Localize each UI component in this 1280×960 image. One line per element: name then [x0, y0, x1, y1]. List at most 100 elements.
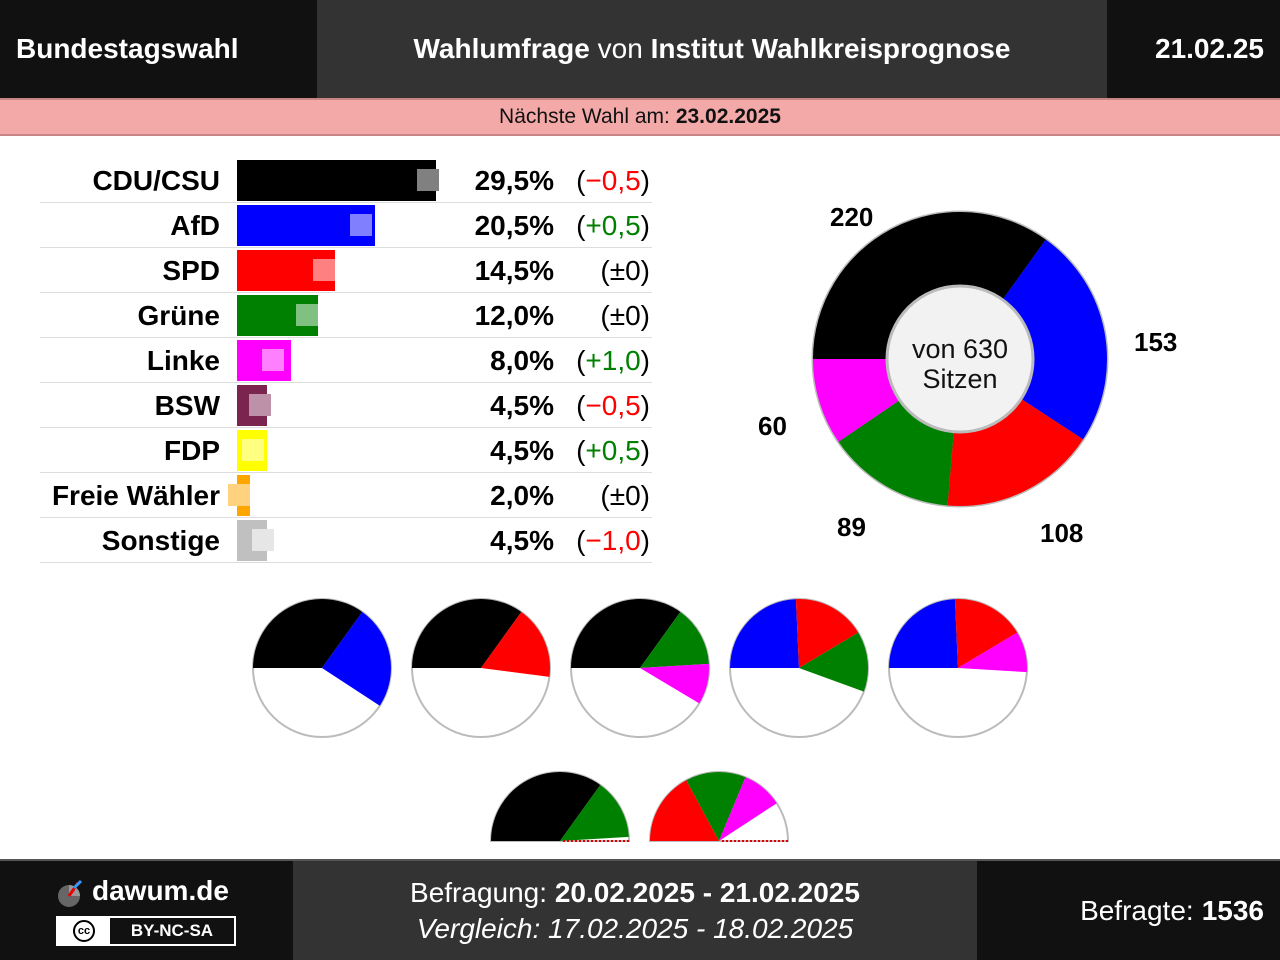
- party-name: Freie Wähler: [51, 480, 220, 511]
- bar-row: Grüne 12,0% (±0): [40, 293, 652, 338]
- coalition-segment: [650, 780, 719, 841]
- survey-period: Befragung: 20.02.2025 - 21.02.2025: [293, 877, 977, 909]
- title-institute: Institut Wahlkreisprognose: [650, 33, 1011, 64]
- title-von: von: [589, 33, 651, 64]
- change-label: (+1,0): [576, 345, 650, 376]
- change-label: (±0): [600, 480, 650, 511]
- coalition-segment: [491, 771, 601, 841]
- bar-row: FDP 4,5% (+0,5): [40, 428, 652, 473]
- coalition-chart: [411, 598, 551, 738]
- survey-dates: 20.02.2025 - 21.02.2025: [554, 877, 860, 908]
- title-poll-word: Wahlumfrage: [413, 33, 590, 64]
- license-label: BY-NC-SA: [110, 918, 234, 944]
- license-badge[interactable]: cc BY-NC-SA: [56, 916, 236, 946]
- previous-value-marker: [241, 439, 264, 461]
- value-label: 2,0%: [490, 480, 554, 511]
- coalition-chart: [570, 598, 710, 738]
- seat-segment: [947, 398, 1084, 506]
- previous-value-marker: [228, 484, 251, 506]
- party-name: CDU/CSU: [92, 165, 220, 196]
- row-divider: [40, 382, 652, 383]
- coalition-background: [648, 771, 790, 842]
- coalition-chart: [489, 771, 631, 842]
- footer: dawum.de cc BY-NC-SA Befragung: 20.02.20…: [0, 859, 1280, 960]
- coalition-background: [888, 598, 1028, 738]
- election-type-label: Bundestagswahl: [0, 0, 317, 98]
- coalition-chart: [252, 598, 392, 738]
- next-election-label: Nächste Wahl am:: [499, 105, 670, 128]
- row-divider: [40, 247, 652, 248]
- value-label: 8,0%: [490, 345, 554, 376]
- survey-label: Befragung:: [410, 877, 548, 908]
- compare-label: Vergleich:: [416, 913, 541, 944]
- previous-value-marker: [252, 529, 275, 551]
- previous-value-marker: [312, 259, 335, 281]
- bar: [237, 160, 436, 201]
- seat-segment: [838, 400, 954, 506]
- dawum-logo-icon: [58, 879, 83, 907]
- coalition-segment: [253, 599, 363, 668]
- row-divider: [40, 472, 652, 473]
- coalition-segment: [730, 599, 799, 668]
- poll-date: 21.02.25: [1107, 0, 1280, 98]
- coalition-segment: [640, 611, 709, 668]
- compare-dates: 17.02.2025 - 18.02.2025: [548, 913, 854, 944]
- bar-row: Freie Wähler 2,0% (±0): [40, 473, 652, 518]
- coalition-segment: [560, 784, 629, 841]
- change-label: (±0): [600, 255, 650, 286]
- header: Bundestagswahl Wahlumfrage von Institut …: [0, 0, 1280, 98]
- cc-icon-label: cc: [73, 920, 95, 942]
- previous-value-marker: [295, 304, 318, 326]
- seat-count-label: 60: [758, 411, 787, 441]
- value-label: 4,5%: [490, 525, 554, 556]
- coalition-background: [729, 598, 869, 738]
- value-label: 4,5%: [490, 435, 554, 466]
- change-label: (±0): [600, 300, 650, 331]
- row-divider: [40, 427, 652, 428]
- coalition-segment: [719, 777, 777, 841]
- value-label: 4,5%: [490, 390, 554, 421]
- respondents-label: Befragte:: [1080, 894, 1194, 926]
- seat-count-label: 89: [837, 512, 866, 542]
- coalition-chart: [729, 598, 869, 738]
- bar-row: CDU/CSU 29,5% (−0,5): [40, 158, 652, 203]
- row-divider: [40, 202, 652, 203]
- cc-icon: cc: [58, 918, 110, 944]
- bar-row: BSW 4,5% (−0,5): [40, 383, 652, 428]
- previous-value-marker: [248, 394, 271, 416]
- previous-value-marker: [349, 214, 372, 236]
- coalition-segment: [954, 599, 1018, 668]
- coalition-chart: [648, 771, 790, 842]
- bar-row: AfD 20,5% (+0,5): [40, 203, 652, 248]
- value-label: 29,5%: [474, 165, 554, 196]
- bar-row: Linke 8,0% (+1,0): [40, 338, 652, 383]
- party-name: Sonstige: [101, 525, 220, 556]
- bar-row: SPD 14,5% (±0): [40, 248, 652, 293]
- seat-total-line2: Sitzen: [922, 364, 998, 394]
- next-election-date: 23.02.2025: [675, 105, 781, 128]
- coalition-segment: [795, 599, 859, 668]
- bar-row: Sonstige 4,5% (−1,0): [40, 518, 652, 563]
- coalition-background: [489, 771, 631, 842]
- change-label: (+0,5): [576, 210, 650, 241]
- next-election-bar: Nächste Wahl am: 23.02.2025: [0, 98, 1280, 136]
- coalition-segment: [481, 611, 551, 677]
- coalition-segment: [322, 611, 391, 706]
- party-name: AfD: [170, 210, 220, 241]
- row-divider: [40, 562, 652, 563]
- change-label: (−1,0): [576, 525, 650, 556]
- respondents-panel: Befragte: 1536: [977, 859, 1280, 960]
- seat-count-label: 220: [830, 202, 874, 232]
- coalition-background: [252, 598, 392, 738]
- party-name: Linke: [146, 345, 220, 376]
- coalition-background: [411, 598, 551, 738]
- party-name: SPD: [162, 255, 220, 286]
- coalition-segment: [799, 632, 869, 692]
- change-label: (−0,5): [576, 390, 650, 421]
- row-divider: [40, 517, 652, 518]
- footer-brand-panel: dawum.de cc BY-NC-SA: [0, 859, 293, 960]
- coalition-segment: [686, 771, 746, 841]
- change-label: (−0,5): [576, 165, 650, 196]
- party-name: FDP: [164, 435, 220, 466]
- previous-value-marker: [262, 349, 285, 371]
